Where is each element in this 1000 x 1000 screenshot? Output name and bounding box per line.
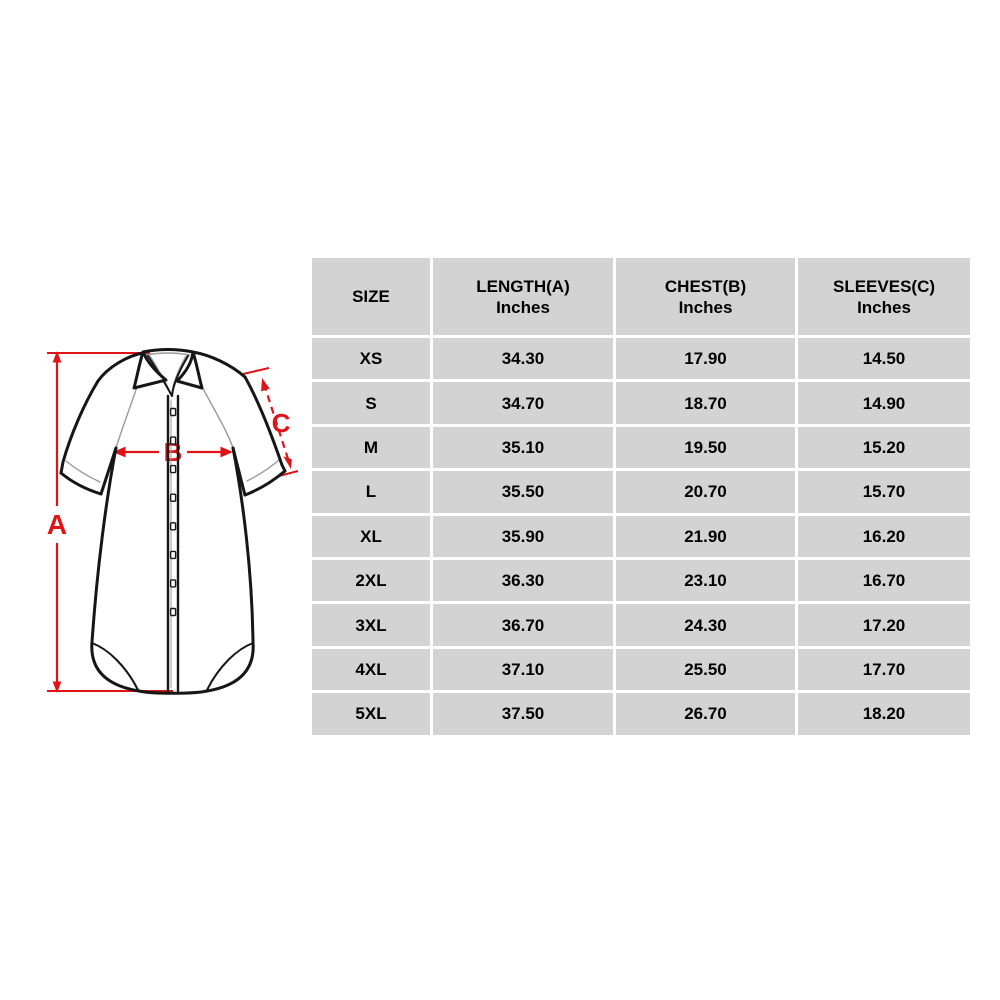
col-header-title: CHEST(B): [664, 276, 747, 296]
length-value-cell: 37.10: [433, 648, 613, 691]
button-icon: [169, 407, 177, 417]
col-header-title: SIZE: [352, 287, 390, 306]
button-icon: [169, 493, 177, 502]
right-cuff-edge: [243, 469, 287, 497]
sleeves-value-cell: 14.90: [798, 382, 970, 424]
dimension-a: A: [47, 351, 173, 693]
size-label-cell: 2XL: [312, 559, 430, 602]
chest-value-cell: 23.10: [616, 559, 795, 602]
dimension-c-line: [262, 383, 291, 463]
length-label: A: [47, 509, 67, 540]
sleeves-value-cell: 15.20: [798, 426, 970, 469]
left-body-edge: [90, 446, 141, 693]
right-sleeve-outer: [243, 375, 287, 473]
button-icon: [169, 522, 177, 531]
length-value-cell: 35.10: [433, 426, 613, 469]
right-body-edge: [205, 446, 255, 693]
size-label-cell: XL: [312, 515, 430, 557]
col-header-title: SLEEVES(C): [832, 276, 936, 296]
sleeves-value-cell: 17.20: [798, 604, 970, 646]
shirt-buttons: [169, 407, 177, 617]
arrowhead-left-icon: [113, 446, 126, 458]
size-chart-table: SIZE LENGTH(A) Inches CHEST(B) Inches SL…: [312, 258, 970, 735]
button-icon: [169, 436, 177, 445]
dimension-c-top-tick: [242, 367, 270, 375]
dimension-c: C: [242, 367, 299, 477]
chest-value-cell: 25.50: [616, 648, 795, 691]
shirt-measurement-diagram: A B C: [47, 348, 299, 695]
length-value-cell: 35.90: [433, 515, 613, 557]
size-label-cell: 4XL: [312, 648, 430, 691]
col-header-title: LENGTH(A): [476, 276, 570, 296]
left-cuff-edge: [59, 471, 103, 496]
left-sleeve-outer: [59, 379, 100, 475]
left-hem-curve: [91, 642, 139, 691]
bottom-hem: [137, 689, 209, 695]
size-label-cell: S: [312, 382, 430, 424]
sleeves-value-cell: 17.70: [798, 648, 970, 691]
arrowhead-up-icon: [52, 351, 62, 363]
length-value-cell: 34.30: [433, 338, 613, 380]
chest-value-cell: 26.70: [616, 693, 795, 735]
sleeves-value-cell: 14.50: [798, 338, 970, 380]
shirt-outline: [59, 348, 287, 695]
shirt-seams: [65, 352, 281, 689]
button-icon: [169, 579, 177, 588]
chest-value-cell: 17.90: [616, 338, 795, 380]
length-value-cell: 36.30: [433, 559, 613, 602]
button-icon: [169, 464, 177, 474]
arrowhead-down-icon: [52, 681, 62, 693]
size-label-cell: 5XL: [312, 693, 430, 735]
right-cuff-seam: [246, 458, 281, 482]
arrowhead-right-icon: [220, 446, 233, 458]
length-value-cell: 34.70: [433, 382, 613, 424]
size-label-cell: 3XL: [312, 604, 430, 646]
col-header-unit: Inches: [857, 297, 911, 317]
sleeves-label: C: [272, 408, 291, 438]
col-header-chest: CHEST(B) Inches: [616, 258, 795, 335]
sleeves-value-cell: 16.20: [798, 515, 970, 557]
col-header-unit: Inches: [678, 297, 733, 317]
size-label-cell: L: [312, 471, 430, 513]
right-hem-curve: [206, 642, 254, 691]
chest-value-cell: 19.50: [616, 426, 795, 469]
length-value-cell: 35.50: [433, 471, 613, 513]
left-collar-lapel: [132, 350, 168, 390]
arrowhead-down-right-icon: [283, 456, 292, 469]
size-label-cell: XS: [312, 338, 430, 380]
size-label-cell: M: [312, 426, 430, 469]
sleeves-value-cell: 16.70: [798, 559, 970, 602]
left-shoulder: [96, 351, 145, 383]
neck-v-right: [171, 355, 189, 397]
chest-value-cell: 21.90: [616, 515, 795, 557]
arrowhead-up-right-icon: [261, 378, 270, 392]
chest-value-cell: 24.30: [616, 604, 795, 646]
right-collar-lapel: [175, 350, 204, 390]
length-value-cell: 37.50: [433, 693, 613, 735]
collar-back-seam: [145, 352, 191, 356]
col-header-size: SIZE: [312, 258, 430, 335]
button-icon: [169, 607, 177, 617]
sleeves-value-cell: 18.20: [798, 693, 970, 735]
button-icon: [169, 550, 177, 560]
chest-value-cell: 20.70: [616, 471, 795, 513]
col-header-sleeves: SLEEVES(C) Inches: [798, 258, 970, 335]
chest-value-cell: 18.70: [616, 382, 795, 424]
sleeves-value-cell: 15.70: [798, 471, 970, 513]
col-header-unit: Inches: [496, 297, 550, 317]
col-header-length: LENGTH(A) Inches: [433, 258, 613, 335]
left-cuff-seam: [65, 460, 101, 483]
collar-back: [141, 348, 195, 354]
length-value-cell: 36.70: [433, 604, 613, 646]
right-shoulder: [191, 350, 247, 379]
